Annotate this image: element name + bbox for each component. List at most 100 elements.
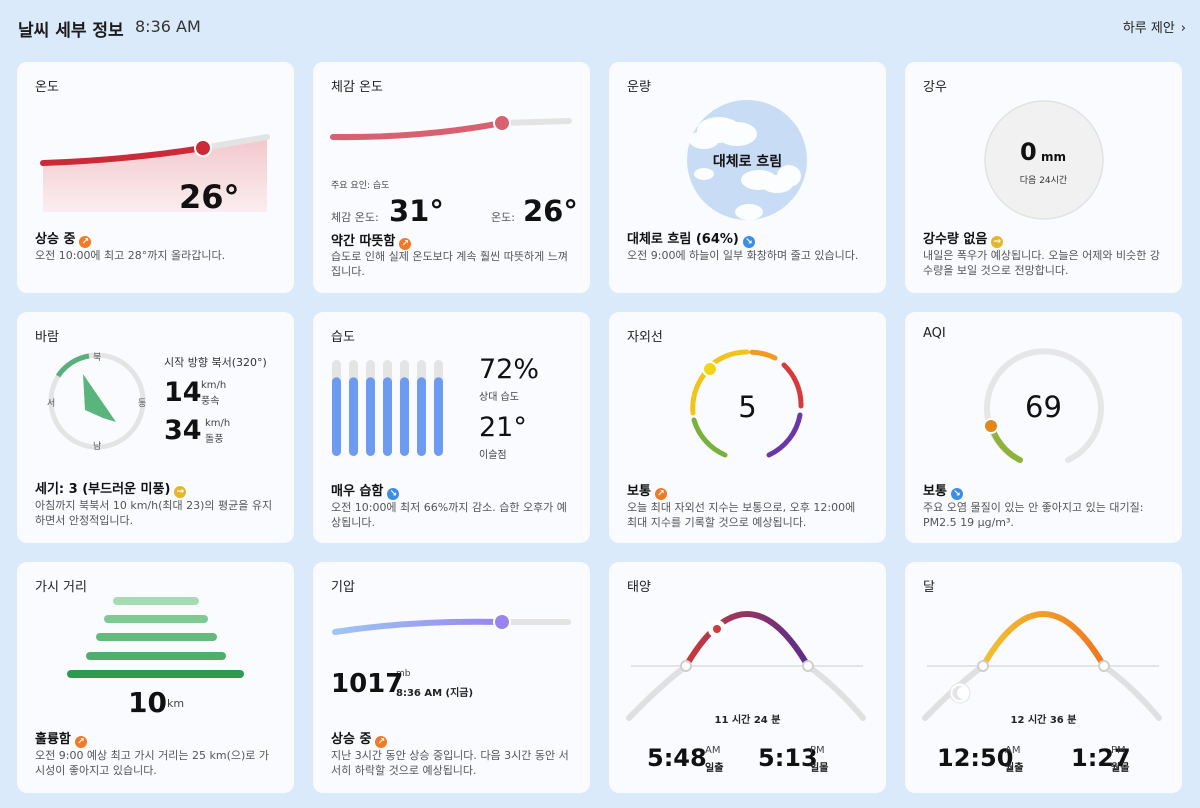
- visibility-bar: [113, 597, 199, 605]
- compass-south: 남: [93, 442, 102, 452]
- moonset-label: 월몰: [1111, 763, 1130, 774]
- humidity-description: 오전 10:00에 최저 66%까지 감소. 습한 오후가 예상됩니다.: [331, 501, 567, 529]
- sunrise-time: 5:48: [647, 744, 707, 772]
- card-title: 온도: [35, 80, 59, 95]
- moonrise-label: 월출: [1005, 763, 1024, 774]
- wind-speed-value: 14: [164, 377, 202, 408]
- pressure-card[interactable]: 기압 mb 1017 8:36 AM (지금) 상승 중 ↗ 지난 3시간 동안 …: [313, 562, 590, 793]
- precipitation-card[interactable]: 강우 0 mm 다음 24시간 강수량 없음 → 내일은 폭우가 예상됩니다. 오…: [905, 62, 1182, 293]
- wind-speed-label: 풍속: [201, 396, 220, 407]
- temperature-graph: [40, 134, 270, 212]
- card-title: 운량: [627, 80, 651, 95]
- cloud-cover-graphic: [687, 100, 807, 220]
- temperature-description: 오전 10:00에 최고 28°까지 올라갑니다.: [35, 249, 226, 262]
- moonset-marker: [1098, 660, 1110, 672]
- wind-direction-text: 시작 방향 북서(320°): [164, 356, 267, 369]
- aqi-value: 69: [1025, 390, 1062, 424]
- feels-like-status-label: 약간 따뜻함: [331, 234, 396, 249]
- aqi-gauge: [983, 348, 1104, 463]
- humidity-bar-fill: [400, 377, 409, 456]
- sun-day-arc: [683, 611, 811, 669]
- visibility-status: 훌륭함 ↗: [35, 728, 87, 748]
- daily-suggestion-link[interactable]: 하루 제안 ›: [1123, 17, 1186, 36]
- compass-west: 서: [47, 399, 56, 409]
- feels-like-label: 체감 온도:: [331, 211, 379, 224]
- uv-arc-green: [691, 417, 728, 458]
- uv-value: 5: [738, 390, 757, 424]
- pressure-unit: mb: [396, 669, 411, 679]
- pressure-marker: [493, 613, 511, 631]
- card-title: 습도: [331, 330, 355, 345]
- feels-factor: 주요 요인: 습도: [331, 181, 390, 191]
- wind-gust-unit: km/h: [205, 418, 231, 429]
- wind-status-label: 세기: 3 (부드러운 미풍): [35, 482, 171, 497]
- card-title: 강우: [923, 80, 947, 95]
- visibility-bar: [67, 670, 244, 678]
- uv-status-label: 보통: [627, 484, 651, 499]
- moonrise-ampm: AM: [1005, 745, 1021, 756]
- moonset-time: 1:27: [1071, 744, 1131, 772]
- humidity-card[interactable]: 습도 72% 상대 습도 21° 이슬점 매우 습함 ↘ 오전 10:00에 최저…: [313, 312, 590, 543]
- precipitation-status: 강수량 없음 →: [923, 228, 1004, 248]
- aqi-card[interactable]: AQI 69 보통 ↘ 주요 오염 물질이 있는 안 좋아지고 있는 대기질: P…: [905, 312, 1182, 543]
- feels-like-card[interactable]: 체감 온도 주요 요인: 습도 체감 온도: 31° 온도: 26° 약간 따뜻…: [313, 62, 590, 293]
- sunset-marker: [802, 660, 814, 672]
- pressure-status-label: 상승 중: [331, 732, 372, 747]
- wind-speed-unit: km/h: [201, 380, 227, 391]
- moonset-ampm: PM: [1111, 745, 1126, 756]
- trend-up-icon: ↗: [654, 488, 667, 500]
- precipitation-circle: [984, 100, 1104, 220]
- feels-like-marker: [493, 114, 511, 132]
- precipitation-value: 0: [1020, 138, 1037, 166]
- compass-ring: [48, 352, 146, 450]
- trend-up-icon: ↗: [79, 236, 92, 248]
- card-title: 체감 온도: [331, 80, 383, 95]
- current-time: 8:36 AM: [135, 17, 201, 36]
- humidity-bars: [332, 360, 443, 456]
- temperature-forecast-line: [200, 134, 270, 151]
- pressure-description: 지난 3시간 동안 상승 중입니다. 다음 3시간 동안 서서히 하락할 것으로…: [331, 749, 569, 777]
- cloud-status-label: 대체로 흐림 (64%): [627, 232, 739, 247]
- wind-compass: [48, 352, 146, 450]
- temperature-status-label: 상승 중: [35, 232, 76, 247]
- wind-description: 아침까지 북북서 10 km/h(최대 23)의 평균을 유지하면서 안정적입니…: [35, 499, 273, 527]
- uv-index-card[interactable]: 자외선 5 보통 ↗ 오늘 최대 자외선 지수는 보통으로, 오후 12:00에 …: [609, 312, 886, 543]
- aqi-status: 보통 ↘: [923, 480, 963, 500]
- wind-gust-value: 34: [164, 415, 202, 446]
- trend-down-icon: ↘: [387, 488, 400, 500]
- uv-status: 보통 ↗: [627, 480, 667, 500]
- cloud-icon: [689, 117, 801, 220]
- feels-like-status: 약간 따뜻함 ↗: [331, 230, 412, 250]
- humidity-bar-fill: [417, 377, 426, 456]
- cloud-label: 대체로 흐림: [712, 154, 783, 170]
- moon-card[interactable]: 달 12 시간 36 분 12:50 AM 월출 1:27 PM 월몰: [905, 562, 1182, 793]
- cloud-cover-card[interactable]: 운량 대체로 흐림 대체로 흐림 (64%) ↘ 오전 9:00에 하늘이 일부 …: [609, 62, 886, 293]
- visibility-value: 10: [128, 686, 167, 719]
- feels-like-value: 31°: [389, 194, 444, 228]
- trend-down-icon: ↘: [950, 488, 963, 500]
- sun-card[interactable]: 태양 11 시간 24 분 5:48 AM 일출 5:13 PM 일몰: [609, 562, 886, 793]
- trend-steady-icon: →: [991, 236, 1004, 248]
- wind-card[interactable]: 바람 북 서 동 남 시작 방향 북서(320°) 14 km/h 풍속 34 …: [17, 312, 294, 543]
- precipitation-graphic: [984, 100, 1104, 220]
- feels-like-forecast-line: [499, 118, 572, 126]
- trend-up-icon: ↗: [375, 736, 388, 748]
- moonrise-marker: [977, 660, 989, 672]
- visibility-bar: [104, 615, 208, 623]
- sun-icon: [713, 625, 721, 633]
- uv-arc-orange: [749, 349, 778, 361]
- humidity-status: 매우 습함 ↘: [331, 480, 400, 500]
- card-title: 가시 거리: [35, 580, 87, 595]
- sun-night-arc: [805, 663, 866, 721]
- humidity-label: 상대 습도: [479, 392, 519, 403]
- moon-icon: [952, 686, 963, 700]
- temperature-area: [43, 137, 267, 212]
- wind-direction-arrow: [83, 374, 116, 422]
- moon-duration: 12 시간 36 분: [1010, 715, 1077, 726]
- pressure-time: 8:36 AM (지금): [396, 688, 474, 699]
- humidity-bar-fill: [332, 377, 341, 456]
- visibility-card[interactable]: 가시 거리 10 km 훌륭함 ↗ 오전 9:00 예상 최고 가시 거리는 25…: [17, 562, 294, 793]
- temperature-card[interactable]: 온도 26° 상승 중 ↗ 오전 10:00에 최고 28°까지 올라갑니다.: [17, 62, 294, 293]
- moon-path-graph: [922, 611, 1162, 721]
- sunrise-ampm: AM: [705, 745, 721, 756]
